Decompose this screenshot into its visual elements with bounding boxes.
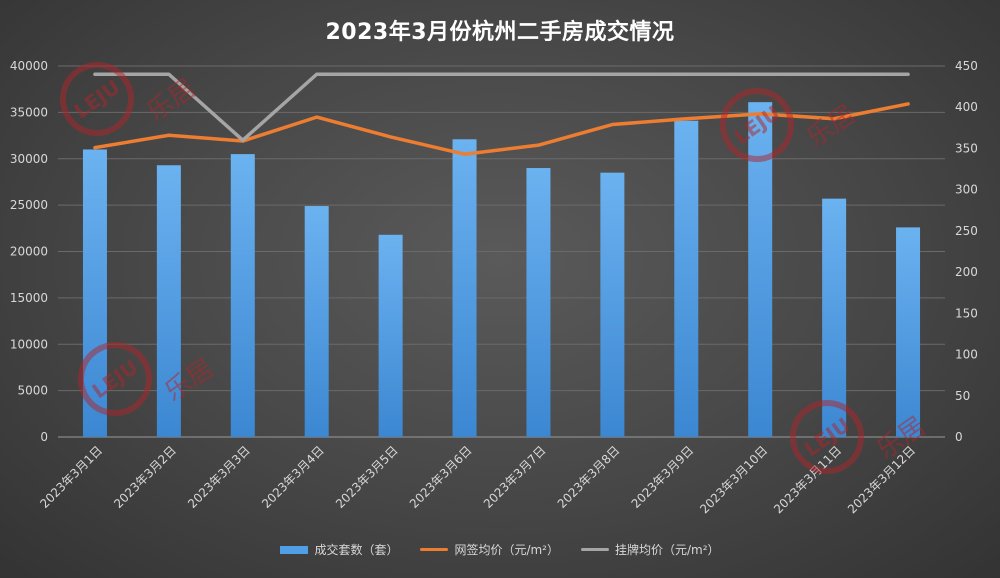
x-tick-label: 2023年3月1日 [37, 443, 105, 511]
bar-9 [674, 120, 699, 437]
legend-swatch-list-price [581, 548, 609, 551]
y-left-tick-label: 20000 [10, 245, 48, 259]
x-tick-label: 2023年3月2日 [111, 443, 179, 511]
line-point-1-7 [536, 143, 540, 147]
y-right-tick-label: 100 [955, 348, 978, 362]
y-right-tick-label: 450 [955, 59, 978, 73]
legend-item-list-price[interactable]: 挂牌均价（元/m²） [581, 541, 720, 558]
x-tick-label: 2023年3月4日 [259, 443, 327, 511]
x-tick-label: 2023年3月11日 [771, 443, 844, 516]
y-left-tick-label: 15000 [10, 291, 48, 305]
line-point-2-12 [906, 72, 910, 76]
y-left-tick-label: 35000 [10, 105, 48, 119]
bar-6 [452, 139, 477, 437]
line-point-2-8 [610, 72, 614, 76]
y-left-tick-label: 30000 [10, 152, 48, 166]
line-point-2-11 [832, 72, 836, 76]
line-point-1-2 [167, 133, 171, 137]
bar-12 [896, 227, 921, 437]
line-point-1-10 [758, 112, 762, 116]
line-point-1-4 [315, 115, 319, 119]
line-point-1-9 [684, 117, 688, 121]
line-series-2 [93, 72, 910, 142]
line-point-1-1 [93, 146, 97, 150]
line-point-2-7 [536, 72, 540, 76]
legend: 成交套数（套） 网签均价（元/m²） 挂牌均价（元/m²） [0, 541, 1000, 558]
bar-5 [378, 234, 403, 437]
y-right-tick-label: 350 [955, 141, 978, 155]
x-tick-label: 2023年3月8日 [555, 443, 623, 511]
line-point-2-2 [167, 72, 171, 76]
line-point-2-1 [93, 72, 97, 76]
line-point-2-3 [241, 138, 245, 142]
y-right-tick-label: 0 [955, 430, 963, 444]
y-left-tick-label: 0 [40, 430, 48, 444]
legend-item-bar[interactable]: 成交套数（套） [280, 541, 398, 558]
legend-label-bar: 成交套数（套） [314, 543, 399, 557]
chart-title: 2023年3月份杭州二手房成交情况 [325, 20, 675, 45]
y-right-tick-label: 200 [955, 265, 978, 279]
line-point-1-8 [610, 123, 614, 127]
legend-swatch-sign-price [420, 548, 449, 551]
y-right-tick-label: 50 [955, 389, 970, 403]
bar-4 [304, 206, 329, 437]
line-point-1-5 [389, 135, 393, 139]
bar-2 [156, 165, 181, 437]
line-point-1-11 [832, 117, 836, 121]
line-point-1-6 [463, 152, 467, 156]
line-point-2-4 [315, 72, 319, 76]
legend-item-sign-price[interactable]: 网签均价（元/m²） [420, 541, 559, 558]
x-tick-label: 2023年3月7日 [481, 443, 549, 511]
x-tick-label: 2023年3月5日 [333, 443, 401, 511]
line-point-2-6 [463, 72, 467, 76]
line-point-2-9 [684, 72, 688, 76]
bar-3 [230, 154, 255, 438]
y-left-tick-label: 5000 [17, 384, 48, 398]
legend-label-list-price: 挂牌均价（元/m²） [615, 543, 720, 557]
y-right-tick-label: 250 [955, 224, 978, 238]
line-series-1 [93, 102, 910, 156]
y-right-tick-label: 300 [955, 183, 978, 197]
y-right-tick-label: 400 [955, 100, 978, 114]
bar-10 [748, 102, 773, 438]
legend-label-sign-price: 网签均价（元/m²） [454, 543, 559, 557]
line-point-1-12 [906, 102, 910, 106]
y-left-tick-label: 40000 [10, 59, 48, 73]
bar-11 [822, 198, 847, 437]
y-right-tick-label: 150 [955, 306, 978, 320]
y-left-tick-label: 10000 [10, 337, 48, 351]
legend-swatch-bar [280, 545, 309, 554]
bar-8 [600, 172, 625, 437]
x-tick-label: 2023年3月10日 [697, 443, 770, 516]
x-tick-label: 2023年3月12日 [845, 443, 918, 516]
bar-7 [526, 168, 551, 437]
x-tick-label: 2023年3月9日 [629, 443, 697, 511]
x-tick-label: 2023年3月6日 [407, 443, 475, 511]
y-left-tick-label: 25000 [10, 198, 48, 212]
bar-1 [82, 149, 107, 437]
line-point-2-10 [758, 72, 762, 76]
line-point-2-5 [389, 72, 393, 76]
x-tick-label: 2023年3月3日 [185, 443, 253, 511]
